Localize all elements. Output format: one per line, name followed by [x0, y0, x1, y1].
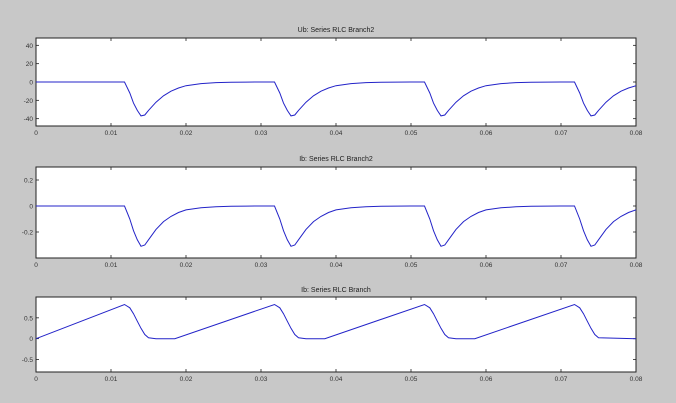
plot-stack: Ub: Series RLC Branch2 0 0.01 0.02 0.03 0.04 0… [22, 27, 643, 383]
x-tick-label: 0.04 [330, 376, 343, 383]
x-tick-label: 0.04 [330, 130, 343, 137]
x-tick-label: 0.05 [405, 376, 418, 383]
x-tick-label: 0.03 [255, 130, 268, 137]
series-line-1 [35, 303, 637, 340]
x-tick-label: 0 [34, 130, 38, 137]
y-tick-label: 0 [29, 204, 33, 211]
y-tick-label: 0.2 [24, 178, 33, 185]
x-tick-label: 0.08 [630, 130, 643, 137]
subplot-3: Ib: Series RLC Branch 0 0.01 0.02 0.03 0.04 0.… [22, 287, 643, 383]
x-tick-label: 0.02 [180, 130, 193, 137]
series-line-1 [36, 205, 637, 247]
x-tick-label: 0.08 [630, 262, 643, 269]
x-tick-label: 0.06 [480, 376, 493, 383]
subplot-1: Ub: Series RLC Branch2 0 0.01 0.02 0.03 0.04 0… [24, 27, 643, 137]
subplot-title: Ib: Series RLC Branch [301, 287, 371, 294]
x-tick-label: 0.02 [180, 376, 193, 383]
x-tick-label: 0.04 [330, 262, 343, 269]
x-tick-label: 0 [34, 262, 38, 269]
subplot-title: Ib: Series RLC Branch2 [299, 156, 373, 163]
y-tick-label: 20 [26, 61, 34, 68]
x-tick-label: 0.07 [555, 130, 568, 137]
axes-frame [35, 166, 637, 259]
x-tick-label: 0.07 [555, 262, 568, 269]
y-tick-label: 40 [26, 43, 34, 50]
y-tick-label: 0 [29, 336, 33, 343]
x-tick-label: 0.03 [255, 262, 268, 269]
x-tick-label: 0.06 [480, 130, 493, 137]
x-tick-label: 0.06 [480, 262, 493, 269]
x-tick-label: 0.01 [105, 130, 118, 137]
subplot-title: Ub: Series RLC Branch2 [298, 27, 375, 34]
y-tick-label: 0 [29, 80, 33, 87]
y-tick-label: -20 [24, 98, 34, 105]
y-tick-label: 0.5 [24, 315, 33, 322]
y-tick-label: -0.5 [22, 357, 34, 364]
x-tick-label: 0.05 [405, 130, 418, 137]
x-tick-label: 0.05 [405, 262, 418, 269]
x-tick-label: 0.08 [630, 376, 643, 383]
x-tick-label: 0.02 [180, 262, 193, 269]
y-tick-label: -0.2 [22, 230, 34, 237]
x-tick-label: 0 [34, 376, 38, 383]
x-tick-label: 0.07 [555, 376, 568, 383]
x-tick-label: 0.03 [255, 376, 268, 383]
x-tick-label: 0.01 [105, 376, 118, 383]
series-line-1 [36, 81, 637, 117]
subplot-2: Ib: Series RLC Branch2 0 0.01 0.02 0.03 0.04 0… [22, 156, 643, 269]
x-tick-label: 0.01 [105, 262, 118, 269]
y-tick-label: -40 [24, 116, 34, 123]
